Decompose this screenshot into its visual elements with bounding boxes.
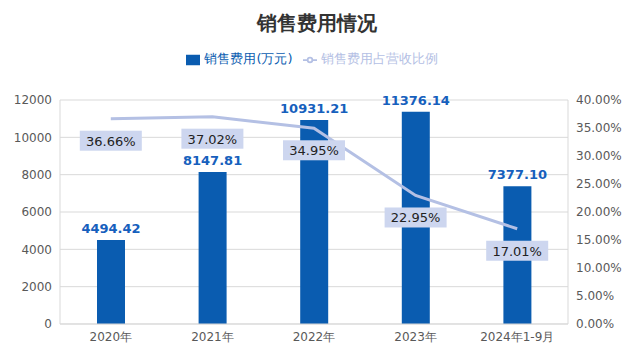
svg-text:20.00%: 20.00% xyxy=(576,205,622,219)
svg-text:15.00%: 15.00% xyxy=(576,233,622,247)
svg-text:7377.10: 7377.10 xyxy=(488,167,547,182)
svg-text:37.02%: 37.02% xyxy=(188,132,238,147)
svg-text:2020年: 2020年 xyxy=(90,330,133,344)
svg-text:12000: 12000 xyxy=(14,93,52,107)
svg-text:36.66%: 36.66% xyxy=(86,134,136,149)
html-text:销售费用(万元): 销售费用(万元) xyxy=(204,51,293,66)
svg-text:22.95%: 22.95% xyxy=(391,210,441,225)
svg-text:35.00%: 35.00% xyxy=(576,121,622,135)
svg-text:6000: 6000 xyxy=(21,205,52,219)
svg-text:25.00%: 25.00% xyxy=(576,177,622,191)
html-text:销售费用情况: 销售费用情况 xyxy=(257,11,377,35)
svg-text:2021年: 2021年 xyxy=(191,330,234,344)
svg-text:10.00%: 10.00% xyxy=(576,261,622,275)
svg-text:10000: 10000 xyxy=(14,131,52,145)
svg-text:0: 0 xyxy=(44,317,52,331)
svg-text:34.95%: 34.95% xyxy=(289,143,339,158)
html-text:销售费用占营收比例: 销售费用占营收比例 xyxy=(320,51,438,66)
svg-text:8147.81: 8147.81 xyxy=(183,153,242,168)
svg-text:2023年: 2023年 xyxy=(394,330,437,344)
svg-text:40.00%: 40.00% xyxy=(576,93,622,107)
svg-text:11376.14: 11376.14 xyxy=(382,93,450,108)
svg-text:4000: 4000 xyxy=(21,243,52,257)
svg-text:2022年: 2022年 xyxy=(293,330,336,344)
svg-text:17.01%: 17.01% xyxy=(492,244,542,259)
svg-text:2024年1-9月: 2024年1-9月 xyxy=(480,330,554,344)
svg-text:2000: 2000 xyxy=(21,280,52,294)
svg-text:5.00%: 5.00% xyxy=(576,289,614,303)
svg-text:4494.42: 4494.42 xyxy=(81,221,140,236)
svg-text:30.00%: 30.00% xyxy=(576,149,622,163)
svg-text:0.00%: 0.00% xyxy=(576,317,614,331)
svg-text:8000: 8000 xyxy=(21,168,52,182)
svg-text:10931.21: 10931.21 xyxy=(280,101,348,116)
